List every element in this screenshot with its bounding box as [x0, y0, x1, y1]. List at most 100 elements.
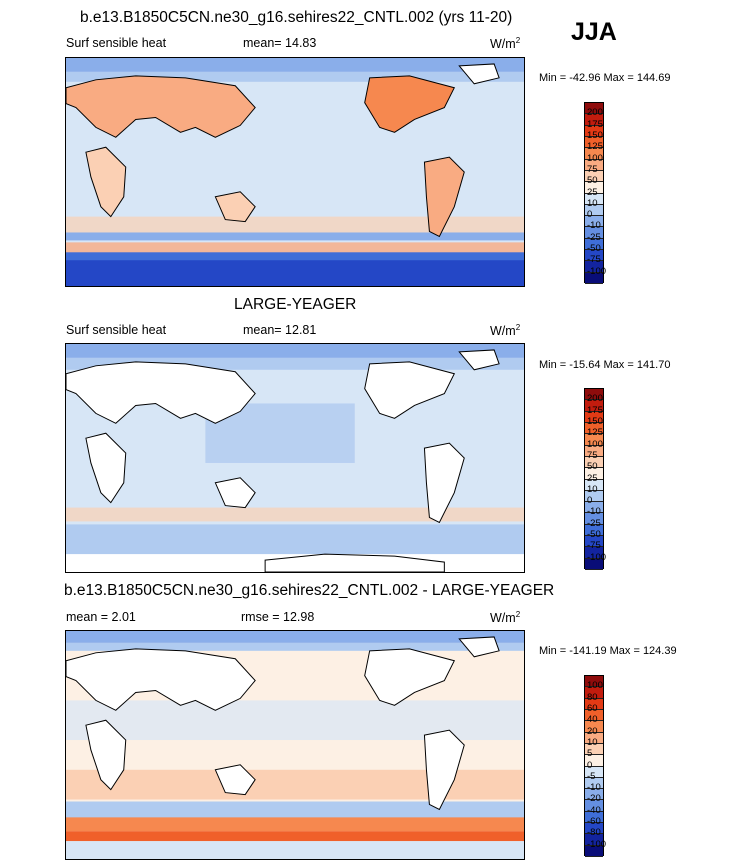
- panel-3-map: [65, 630, 525, 860]
- colorbar-swatch: [585, 216, 603, 228]
- colorbar-tick-label: 10: [587, 483, 598, 495]
- colorbar-tick-label: -100: [587, 551, 607, 563]
- colorbar-tick-label: -100: [587, 265, 607, 277]
- panel-2-variable-label: Surf sensible heat: [66, 323, 167, 337]
- colorbar-tick-label: 150: [587, 415, 603, 427]
- colorbar-swatch: [585, 400, 603, 412]
- colorbar-tick-label: 5: [587, 748, 593, 760]
- panel-2-minmax: Min = -15.64 Max = 141.70: [539, 359, 671, 371]
- colorbar-swatch: [585, 676, 603, 688]
- colorbar-swatch: [585, 524, 603, 537]
- panel-3-mean-label: mean = 2.01: [66, 610, 136, 624]
- panel-1-variable-label: Surf sensible heat: [66, 36, 167, 50]
- panel-2-colorbar: [584, 388, 604, 570]
- colorbar-swatch: [585, 479, 603, 491]
- panel-3-title: b.e13.B1850C5CN.ne30_g16.sehires22_CNTL.…: [64, 582, 555, 599]
- colorbar-swatch: [585, 502, 603, 514]
- colorbar-tick-label: -10: [587, 220, 601, 232]
- colorbar-swatch: [585, 513, 603, 525]
- colorbar-swatch: [585, 732, 603, 744]
- colorbar-swatch: [585, 823, 603, 835]
- colorbar-swatch: [585, 272, 603, 284]
- colorbar-tick-label: 0: [587, 209, 593, 221]
- colorbar-swatch: [585, 777, 603, 790]
- colorbar-swatch: [585, 204, 603, 217]
- colorbar-swatch: [585, 114, 603, 126]
- colorbar-tick-label: -75: [587, 254, 601, 266]
- colorbar-tick-label: -20: [587, 793, 601, 805]
- colorbar-tick-label: 50: [587, 461, 598, 473]
- season-label: JJA: [571, 18, 617, 46]
- colorbar-swatch: [585, 103, 603, 115]
- panel-1-mean-label: mean= 14.83: [243, 36, 317, 50]
- colorbar-tick-label: 200: [587, 107, 603, 119]
- colorbar-tick-label: 75: [587, 449, 598, 461]
- colorbar-tick-label: -80: [587, 827, 601, 839]
- colorbar-swatch: [585, 721, 603, 733]
- colorbar-tick-label: 125: [587, 141, 603, 153]
- colorbar-swatch: [585, 698, 603, 710]
- colorbar-tick-label: 100: [587, 438, 603, 450]
- colorbar-swatch: [585, 547, 603, 559]
- colorbar-swatch: [585, 709, 603, 722]
- colorbar-swatch: [585, 755, 603, 767]
- colorbar-tick-label: 175: [587, 404, 603, 416]
- colorbar-swatch: [585, 845, 603, 857]
- colorbar-swatch: [585, 148, 603, 160]
- colorbar-swatch: [585, 182, 603, 194]
- colorbar-swatch: [585, 250, 603, 262]
- colorbar-tick-label: -25: [587, 517, 601, 529]
- colorbar-swatch: [585, 411, 603, 423]
- panel-2-map: [65, 343, 525, 573]
- panel-3-units: W/m2: [490, 610, 521, 626]
- colorbar-tick-label: 10: [587, 736, 598, 748]
- colorbar-tick-label: -100: [587, 838, 607, 850]
- colorbar-tick-label: 100: [587, 152, 603, 164]
- colorbar-tick-label: 0: [587, 759, 593, 771]
- panel-3-minmax: Min = -141.19 Max = 124.39: [539, 645, 677, 657]
- panel-3-colorbar: [584, 675, 604, 857]
- colorbar-swatch: [585, 456, 603, 469]
- colorbar-swatch: [585, 800, 603, 812]
- colorbar-swatch: [585, 445, 603, 457]
- panel-2-mean-label: mean= 12.81: [243, 323, 317, 337]
- colorbar-swatch: [585, 136, 603, 149]
- colorbar-swatch: [585, 536, 603, 548]
- colorbar-swatch: [585, 261, 603, 273]
- colorbar-swatch: [585, 468, 603, 480]
- panel-2-units: W/m2: [490, 323, 521, 339]
- colorbar-swatch: [585, 766, 603, 778]
- colorbar-tick-label: -60: [587, 816, 601, 828]
- colorbar-tick-label: -50: [587, 529, 601, 541]
- colorbar-swatch: [585, 558, 603, 570]
- colorbar-tick-label: 40: [587, 714, 598, 726]
- colorbar-swatch: [585, 743, 603, 756]
- colorbar-tick-label: 200: [587, 393, 603, 405]
- colorbar-tick-label: -50: [587, 243, 601, 255]
- colorbar-tick-label: -5: [587, 770, 596, 782]
- colorbar-tick-label: 60: [587, 702, 598, 714]
- panel-1-title: b.e13.B1850C5CN.ne30_g16.sehires22_CNTL.…: [80, 9, 513, 26]
- colorbar-tick-label: 25: [587, 186, 598, 198]
- colorbar-swatch: [585, 125, 603, 137]
- colorbar-swatch: [585, 834, 603, 846]
- panel-1-units: W/m2: [490, 36, 521, 52]
- colorbar-tick-label: 25: [587, 472, 598, 484]
- panel-2-title: LARGE-YEAGER: [234, 296, 357, 313]
- panel-3-rmse-label: rmse = 12.98: [241, 610, 315, 624]
- colorbar-tick-label: 10: [587, 197, 598, 209]
- colorbar-swatch: [585, 434, 603, 446]
- colorbar-swatch: [585, 193, 603, 205]
- colorbar-swatch: [585, 227, 603, 239]
- colorbar-tick-label: -25: [587, 231, 601, 243]
- colorbar-swatch: [585, 811, 603, 824]
- colorbar-tick-label: -10: [587, 782, 601, 794]
- colorbar-tick-label: 20: [587, 725, 598, 737]
- colorbar-tick-label: 50: [587, 175, 598, 187]
- colorbar-tick-label: 75: [587, 163, 598, 175]
- panel-1-map: [65, 57, 525, 287]
- colorbar-tick-label: 175: [587, 118, 603, 130]
- colorbar-tick-label: -10: [587, 506, 601, 518]
- colorbar-tick-label: -75: [587, 540, 601, 552]
- colorbar-swatch: [585, 170, 603, 183]
